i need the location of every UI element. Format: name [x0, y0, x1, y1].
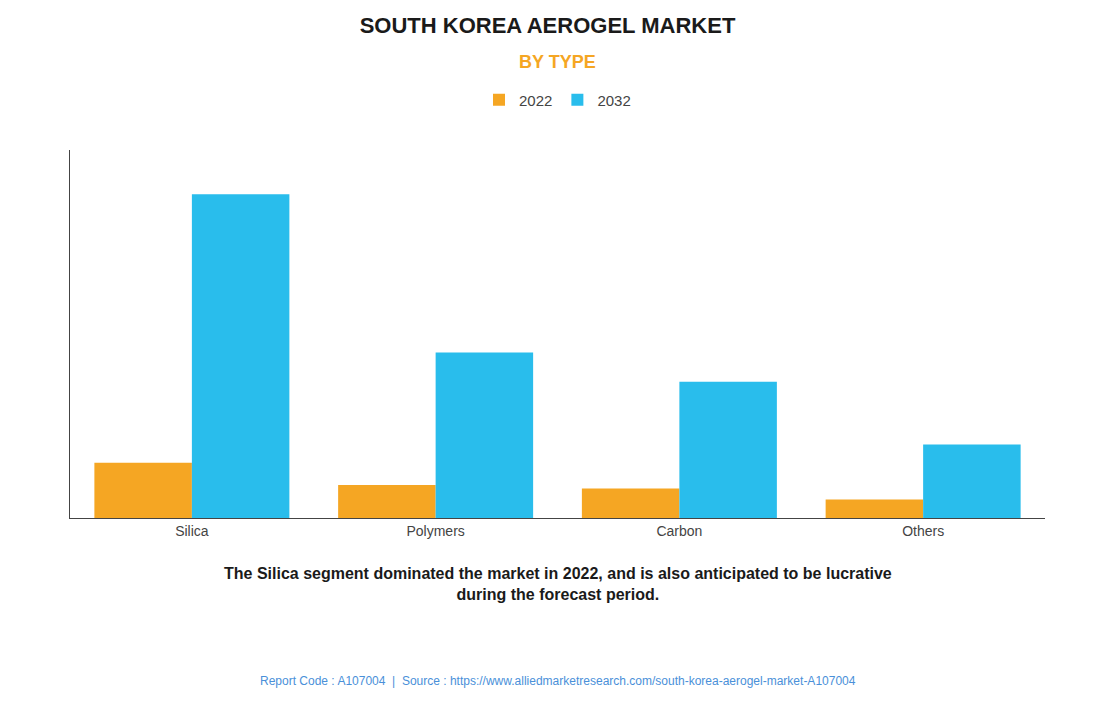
svg-text:2022: 2022 — [519, 92, 552, 109]
svg-text:The Silica segment dominated t: The Silica segment dominated the market … — [224, 565, 892, 603]
svg-text:Report Code : A107004 | Sour: Report Code : A107004 | Source : https:/… — [260, 674, 856, 688]
svg-text:SOUTH KOREA AEROGEL MARKET: SOUTH KOREA AEROGEL MARKET — [360, 13, 736, 38]
svg-text:Others: Others — [902, 523, 944, 539]
svg-text:Polymers: Polymers — [406, 523, 464, 539]
svg-text:Carbon: Carbon — [656, 523, 702, 539]
svg-text:Silica: Silica — [175, 523, 209, 539]
svg-text:2032: 2032 — [597, 92, 630, 109]
svg-text:BY TYPE: BY TYPE — [519, 52, 596, 72]
